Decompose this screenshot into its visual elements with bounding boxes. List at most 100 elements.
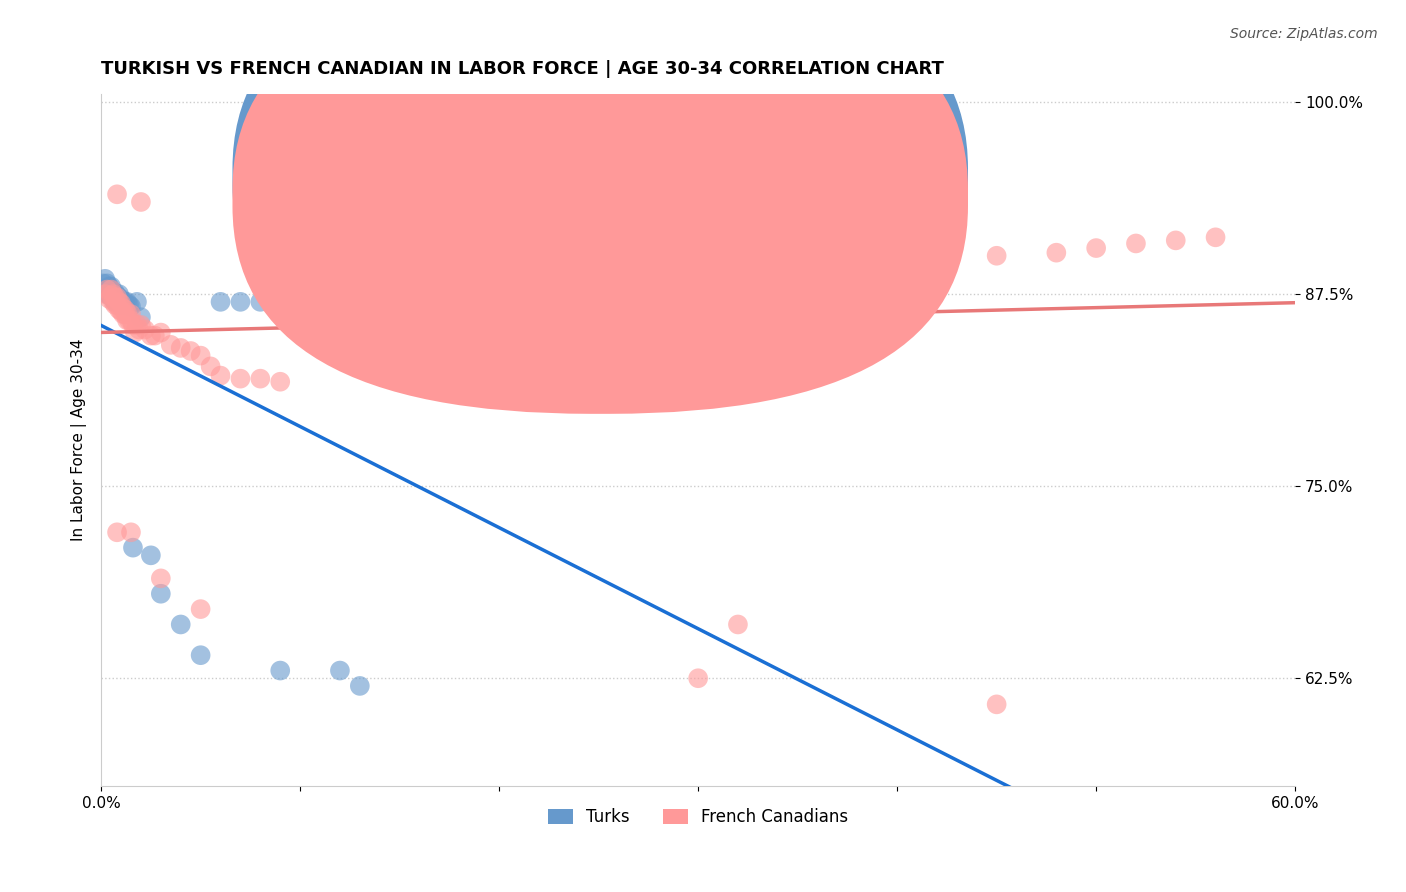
- French Canadians: [986, 249, 1008, 263]
- French Canadians: [349, 252, 371, 266]
- French Canadians: [200, 359, 222, 374]
- French Canadians: [408, 255, 430, 269]
- French Canadians: [727, 617, 749, 632]
- French Canadians: [120, 313, 142, 327]
- French Canadians: [1205, 230, 1227, 244]
- French Canadians: [688, 272, 710, 286]
- French Canadians: [269, 375, 291, 389]
- French Canadians: [111, 301, 134, 315]
- French Canadians: [114, 302, 136, 317]
- Turks: [94, 272, 117, 286]
- Text: R = 0.225   N = 43
R = 0.099   N = 77: R = 0.225 N = 43 R = 0.099 N = 77: [603, 163, 759, 211]
- French Canadians: [209, 368, 232, 383]
- French Canadians: [527, 294, 550, 309]
- French Canadians: [647, 277, 669, 291]
- French Canadians: [94, 287, 117, 301]
- Turks: [114, 294, 136, 309]
- Turks: [288, 294, 311, 309]
- Turks: [101, 292, 124, 306]
- Text: 77: 77: [747, 193, 769, 211]
- Turks: [101, 287, 124, 301]
- French Canadians: [170, 341, 193, 355]
- French Canadians: [101, 287, 124, 301]
- French Canadians: [122, 318, 145, 332]
- French Canadians: [96, 283, 118, 297]
- French Canadians: [1125, 236, 1147, 251]
- French Canadians: [149, 326, 172, 340]
- Turks: [110, 298, 132, 312]
- French Canadians: [727, 267, 749, 281]
- French Canadians: [111, 307, 134, 321]
- French Canadians: [429, 249, 451, 263]
- French Canadians: [249, 372, 271, 386]
- Text: 0.099: 0.099: [658, 193, 710, 211]
- French Canadians: [229, 372, 252, 386]
- French Canadians: [100, 288, 122, 302]
- Turks: [104, 285, 127, 300]
- Turks: [100, 279, 122, 293]
- Turks: [96, 277, 118, 291]
- French Canadians: [110, 304, 132, 318]
- Text: 43: 43: [747, 166, 769, 184]
- French Canadians: [129, 318, 152, 332]
- French Canadians: [104, 290, 127, 304]
- Text: N =: N =: [699, 166, 755, 184]
- French Canadians: [124, 326, 146, 340]
- Turks: [249, 294, 271, 309]
- French Canadians: [986, 698, 1008, 712]
- French Canadians: [886, 249, 908, 263]
- Turks: [108, 287, 131, 301]
- French Canadians: [806, 256, 828, 270]
- French Canadians: [120, 307, 142, 321]
- Turks: [105, 294, 128, 309]
- French Canadians: [846, 252, 869, 266]
- Turks: [111, 294, 134, 309]
- French Canadians: [1085, 241, 1108, 255]
- Turks: [96, 287, 118, 301]
- French Canadians: [329, 249, 352, 263]
- French Canadians: [105, 187, 128, 202]
- French Canadians: [688, 671, 710, 685]
- FancyBboxPatch shape: [232, 0, 967, 414]
- Turks: [118, 298, 141, 312]
- Turks: [94, 283, 117, 297]
- French Canadians: [105, 290, 128, 304]
- Turks: [190, 648, 212, 663]
- French Canadians: [134, 322, 156, 336]
- French Canadians: [105, 525, 128, 540]
- Turks: [568, 294, 591, 309]
- Turks: [100, 288, 122, 302]
- French Canadians: [110, 296, 132, 310]
- Turks: [105, 288, 128, 302]
- French Canadians: [100, 283, 122, 297]
- French Canadians: [309, 255, 332, 269]
- Turks: [100, 283, 122, 297]
- French Canadians: [925, 249, 948, 263]
- French Canadians: [125, 318, 148, 332]
- French Canadians: [139, 328, 162, 343]
- French Canadians: [115, 305, 138, 319]
- FancyBboxPatch shape: [232, 0, 967, 393]
- Turks: [229, 294, 252, 309]
- Turks: [329, 664, 352, 678]
- Text: R =: R =: [617, 166, 655, 184]
- French Canadians: [105, 298, 128, 312]
- French Canadians: [1045, 245, 1067, 260]
- Turks: [91, 277, 114, 291]
- French Canadians: [388, 252, 411, 266]
- Turks: [125, 294, 148, 309]
- Turks: [170, 617, 193, 632]
- French Canadians: [104, 298, 127, 312]
- French Canadians: [129, 194, 152, 209]
- Turks: [98, 279, 121, 293]
- Legend: Turks, French Canadians: Turks, French Canadians: [541, 801, 855, 833]
- Turks: [209, 294, 232, 309]
- Text: R =: R =: [617, 193, 655, 211]
- Turks: [98, 287, 121, 301]
- French Canadians: [114, 307, 136, 321]
- Turks: [110, 292, 132, 306]
- French Canadians: [120, 525, 142, 540]
- Turks: [129, 310, 152, 325]
- French Canadians: [149, 571, 172, 585]
- French Canadians: [180, 344, 202, 359]
